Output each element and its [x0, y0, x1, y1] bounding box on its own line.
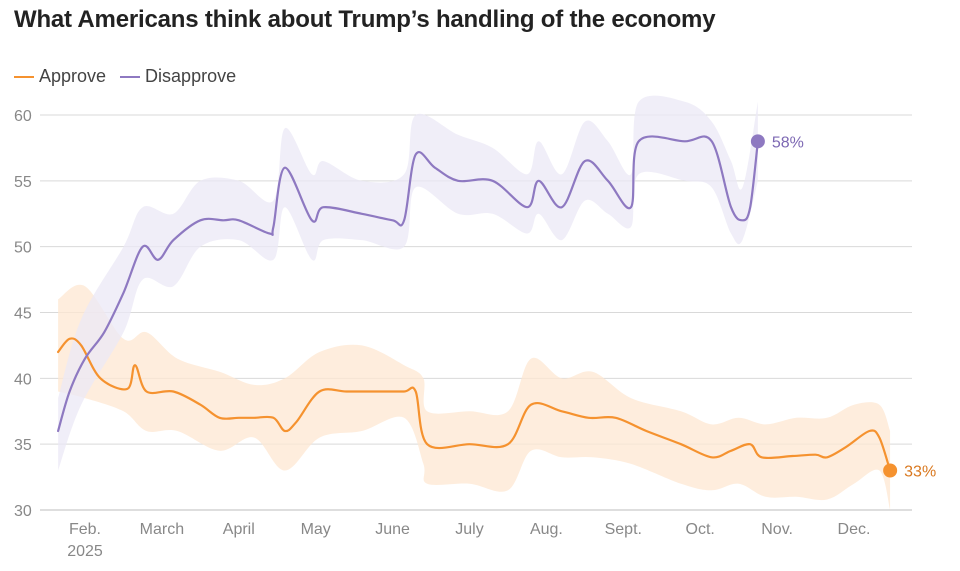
x-tick-label-1: March: [140, 521, 184, 538]
x-tick-label-3: May: [301, 521, 331, 538]
x-tick-label-2: April: [223, 521, 255, 538]
band-disapprove: [58, 95, 758, 471]
legend-item-approve: Approve: [14, 66, 106, 87]
x-tick-label-4: June: [375, 521, 410, 538]
endpoint-approve: [883, 463, 898, 478]
legend-item-disapprove: Disapprove: [120, 66, 236, 87]
y-tick-label-60: 60: [14, 108, 32, 125]
x-tick-sublabel-0: 2025: [67, 543, 103, 560]
y-tick-label-50: 50: [14, 240, 32, 257]
line-disapprove: [57, 135, 759, 433]
x-tick-label-0: Feb.: [69, 521, 101, 538]
x-tick-label-8: Oct.: [686, 521, 715, 538]
confidence-bands: [58, 95, 891, 510]
x-tick-label-7: Sept.: [605, 521, 642, 538]
legend-label-disapprove: Disapprove: [145, 66, 237, 86]
legend-swatch-disapprove: [120, 75, 141, 78]
line-approve: [57, 337, 892, 472]
legend-swatch-approve: [14, 75, 34, 78]
y-tick-label-55: 55: [14, 174, 32, 191]
y-tick-label-45: 45: [14, 306, 32, 323]
y-tick-label-30: 30: [14, 503, 32, 520]
y-tick-label-40: 40: [14, 371, 32, 388]
chart-title: What Americans think about Trump’s handl…: [14, 6, 716, 33]
axis-labels: 60 55 50 45 40 35 30 Feb. 2025 March April May June J…: [14, 108, 936, 560]
x-tick-label-9: Nov.: [761, 521, 793, 538]
series-lines: [57, 134, 898, 478]
y-tick-label-35: 35: [14, 437, 32, 454]
legend: Approve Disapprove: [14, 66, 250, 87]
legend-label-approve: Approve: [39, 66, 107, 86]
endpoint-disapprove: [750, 134, 765, 149]
end-label-disapprove: 58%: [772, 134, 804, 151]
end-label-approve: 33%: [904, 464, 936, 481]
x-tick-label-5: July: [455, 521, 483, 538]
x-tick-label-6: Aug.: [530, 521, 563, 538]
x-tick-label-10: Dec.: [838, 521, 871, 538]
band-approve: [58, 284, 891, 510]
